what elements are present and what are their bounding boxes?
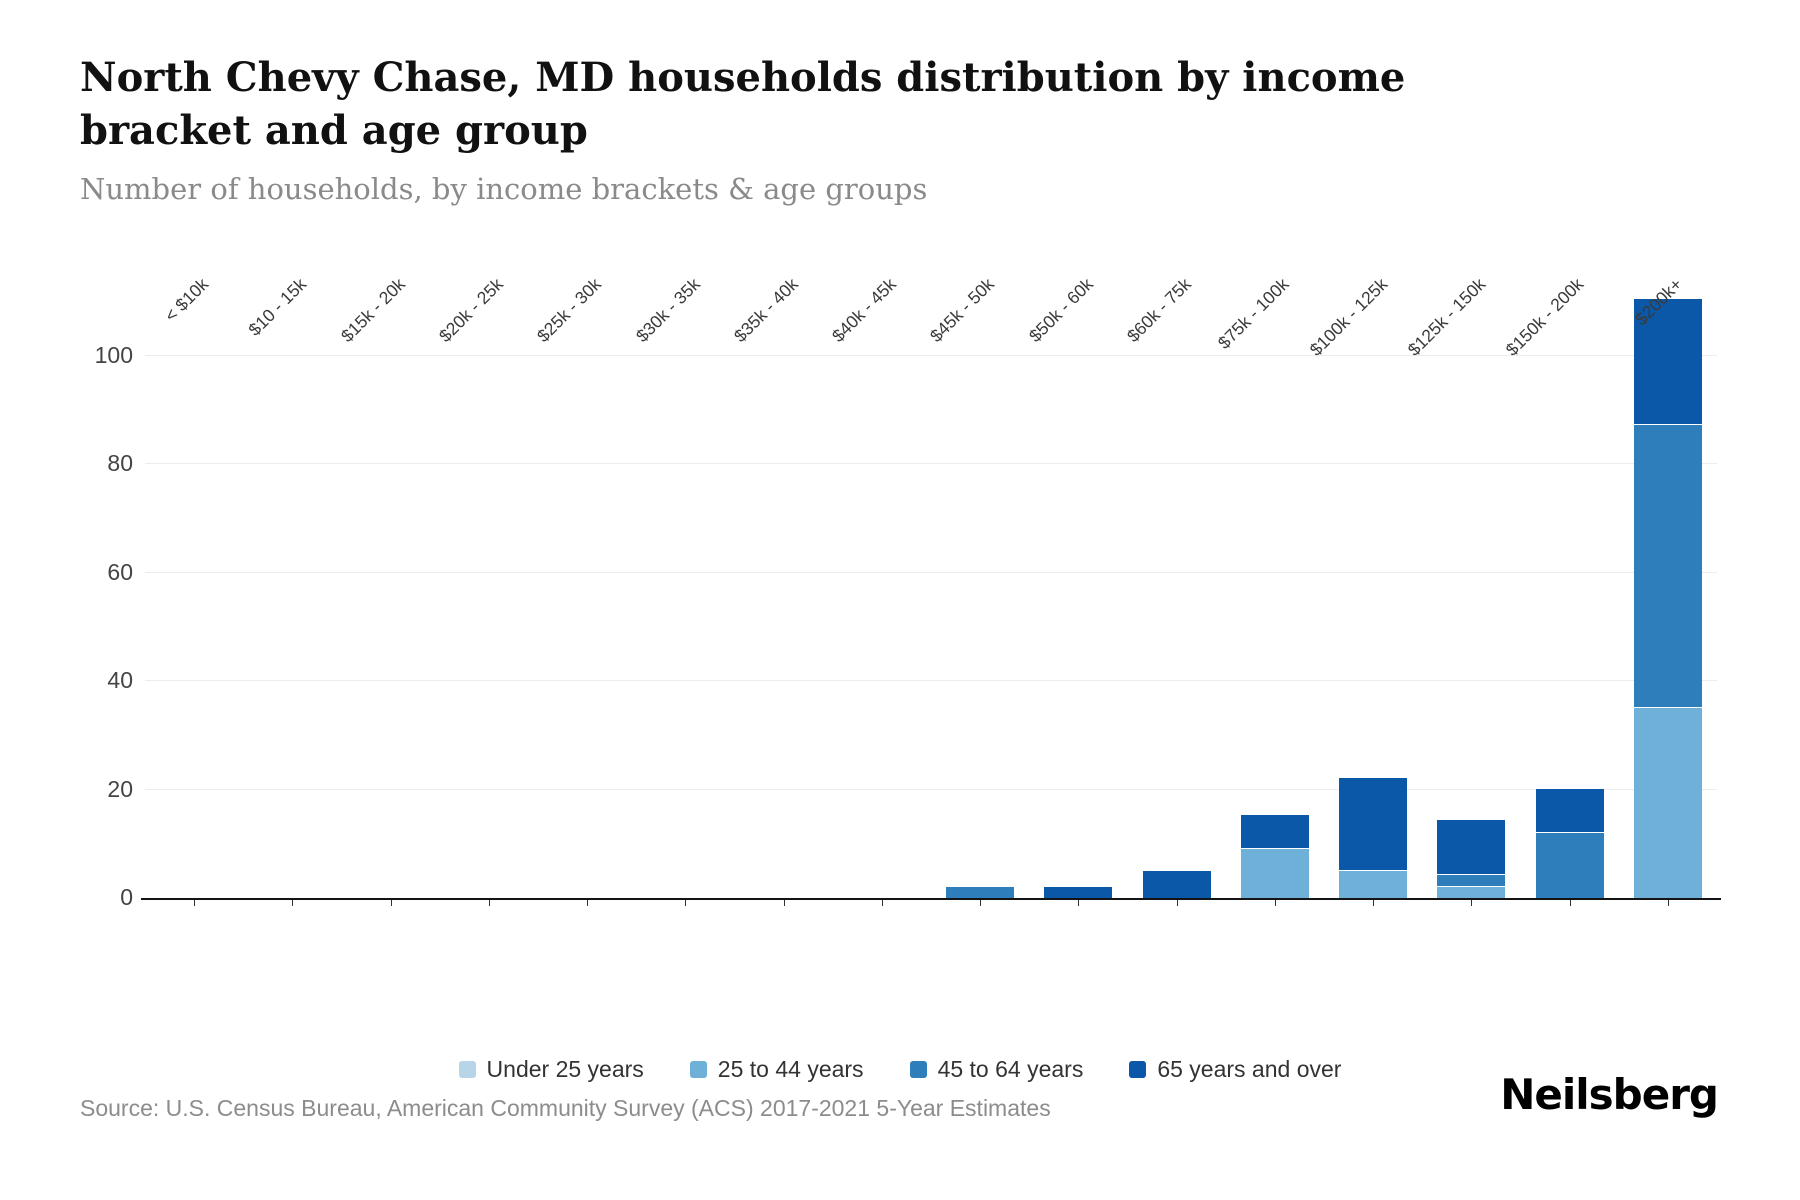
- gridline-80: [145, 463, 1717, 465]
- stacked-bar-13: [1339, 778, 1408, 898]
- legend-label: 25 to 44 years: [717, 1056, 864, 1082]
- legend-swatch-icon: [909, 1061, 927, 1078]
- category-slot: $100k - 125k: [1306, 260, 1422, 906]
- category-slot: $200k+: [1619, 260, 1717, 906]
- category-slot: $25k - 30k: [533, 260, 636, 906]
- x-axis-tick: [390, 900, 392, 906]
- x-axis-tick: [1274, 900, 1276, 906]
- bar-segment: [1339, 871, 1408, 898]
- x-tick-label: $40k - 45k: [828, 274, 900, 346]
- bar-segment: [1044, 887, 1113, 898]
- x-axis-tick: [1176, 900, 1178, 906]
- bar-segment: [1633, 708, 1702, 898]
- stacked-bar-14: [1437, 820, 1506, 898]
- x-tick-label: $30k - 35k: [631, 274, 704, 346]
- category-slot: $75k - 100k: [1214, 260, 1324, 906]
- category-slot: $60k - 75k: [1123, 260, 1226, 906]
- y-tick-label-60: 60: [107, 558, 133, 585]
- category-slot: $30k - 35k: [632, 260, 734, 906]
- legend-item[interactable]: 25 to 44 years: [689, 1056, 864, 1083]
- legend-swatch-icon: [1129, 1061, 1147, 1078]
- category-slot: $125k - 150k: [1404, 260, 1520, 906]
- legend-swatch-icon: [458, 1061, 476, 1078]
- legend-label: Under 25 years: [486, 1056, 644, 1082]
- bar-segment: [1240, 849, 1309, 898]
- bar-segment: [1339, 778, 1408, 871]
- x-axis-tick: [1569, 900, 1571, 906]
- x-axis-tick: [292, 900, 294, 906]
- x-axis-tick: [1471, 900, 1473, 906]
- x-tick-label: $25k - 30k: [533, 274, 606, 346]
- y-tick-label-100: 100: [94, 342, 133, 368]
- bar-segment: [1535, 789, 1604, 833]
- category-slot: < $10k: [145, 260, 243, 906]
- stacked-bar-16: [1633, 299, 1702, 898]
- stacked-bar-12: [1240, 815, 1309, 898]
- gridline-40: [145, 680, 1717, 682]
- x-tick-label: $20k - 25k: [435, 274, 507, 346]
- stacked-bar-11: [1142, 871, 1211, 898]
- x-tick-label: $15k - 20k: [336, 274, 409, 346]
- stacked-bar-9: [946, 887, 1015, 898]
- y-tick-label-20: 20: [107, 775, 133, 802]
- page-title: North Chevy Chase, MD households distrib…: [80, 54, 1406, 154]
- category-slot: $10 - 15k: [243, 260, 341, 906]
- x-axis-line: [141, 898, 1721, 900]
- bar-slots: < $10k $10 - 15k $15k - 20k $20k - 25k $25k …: [145, 260, 1717, 906]
- stacked-bar-10: [1044, 887, 1113, 898]
- category-slot: $20k - 25k: [435, 260, 538, 906]
- y-tick-label-80: 80: [107, 450, 133, 477]
- x-axis-tick: [881, 900, 883, 906]
- y-tick-label-0: 0: [120, 884, 133, 910]
- x-tick-label: $60k - 75k: [1122, 274, 1195, 346]
- legend-item[interactable]: 65 years and over: [1129, 1056, 1341, 1083]
- x-tick-label: $50k - 60k: [1024, 274, 1097, 346]
- plot-area: 0 20 40 60 80 100 < $10k $10 - 15k $15k - 20k $2…: [95, 260, 1721, 910]
- bar-segment: [1437, 820, 1506, 875]
- bar-segment: [1633, 425, 1702, 708]
- bar-segment: [1437, 875, 1506, 887]
- x-tick-label: $10 - 15k: [244, 274, 311, 340]
- x-tick-label: $75k - 100k: [1214, 274, 1293, 353]
- x-tick-label: $35k - 40k: [729, 274, 802, 346]
- bar-segment: [1535, 833, 1604, 898]
- x-axis-tick: [488, 900, 490, 906]
- x-axis-tick: [783, 900, 785, 906]
- bar-segment: [946, 887, 1015, 898]
- x-axis-tick: [587, 900, 589, 906]
- y-tick-label-40: 40: [107, 667, 133, 694]
- x-tick-label: < $10k: [160, 274, 213, 326]
- gridline-100: [145, 355, 1717, 356]
- category-slot: $45k - 50k: [926, 260, 1029, 906]
- gridline-20: [145, 788, 1717, 790]
- bar-segment: [1633, 299, 1702, 425]
- x-axis-tick: [194, 900, 196, 906]
- stacked-bar-15: [1535, 789, 1604, 898]
- legend-swatch-icon: [689, 1061, 707, 1078]
- bar-segment: [1142, 871, 1211, 898]
- legend-item[interactable]: Under 25 years: [458, 1056, 644, 1083]
- brand-logo: Neilsberg: [1500, 1070, 1719, 1119]
- x-tick-label: $45k - 50k: [926, 274, 999, 346]
- page-subtitle: Number of households, by income brackets…: [80, 172, 928, 206]
- bar-segment: [1240, 815, 1309, 849]
- source-text: Source: U.S. Census Bureau, American Com…: [80, 1095, 1051, 1121]
- chart-legend: Under 25 years 25 to 44 years 45 to 64 yea…: [0, 1056, 1800, 1083]
- x-axis-tick: [1078, 900, 1080, 906]
- legend-label: 65 years and over: [1157, 1056, 1342, 1082]
- x-axis-tick: [1373, 900, 1375, 906]
- category-slot: $40k - 45k: [828, 260, 931, 906]
- legend-label: 45 to 64 years: [937, 1056, 1084, 1082]
- x-axis-tick: [685, 900, 687, 906]
- category-slot: $15k - 20k: [337, 260, 440, 906]
- category-slot: $50k - 60k: [1025, 260, 1127, 906]
- gridline-60: [145, 571, 1717, 573]
- x-axis-tick: [980, 900, 982, 906]
- x-axis-tick: [1667, 900, 1669, 906]
- legend-item[interactable]: 45 to 64 years: [909, 1056, 1084, 1083]
- bar-segment: [1437, 887, 1506, 898]
- category-slot: $35k - 40k: [730, 260, 833, 906]
- category-slot: $150k - 200k: [1502, 260, 1619, 906]
